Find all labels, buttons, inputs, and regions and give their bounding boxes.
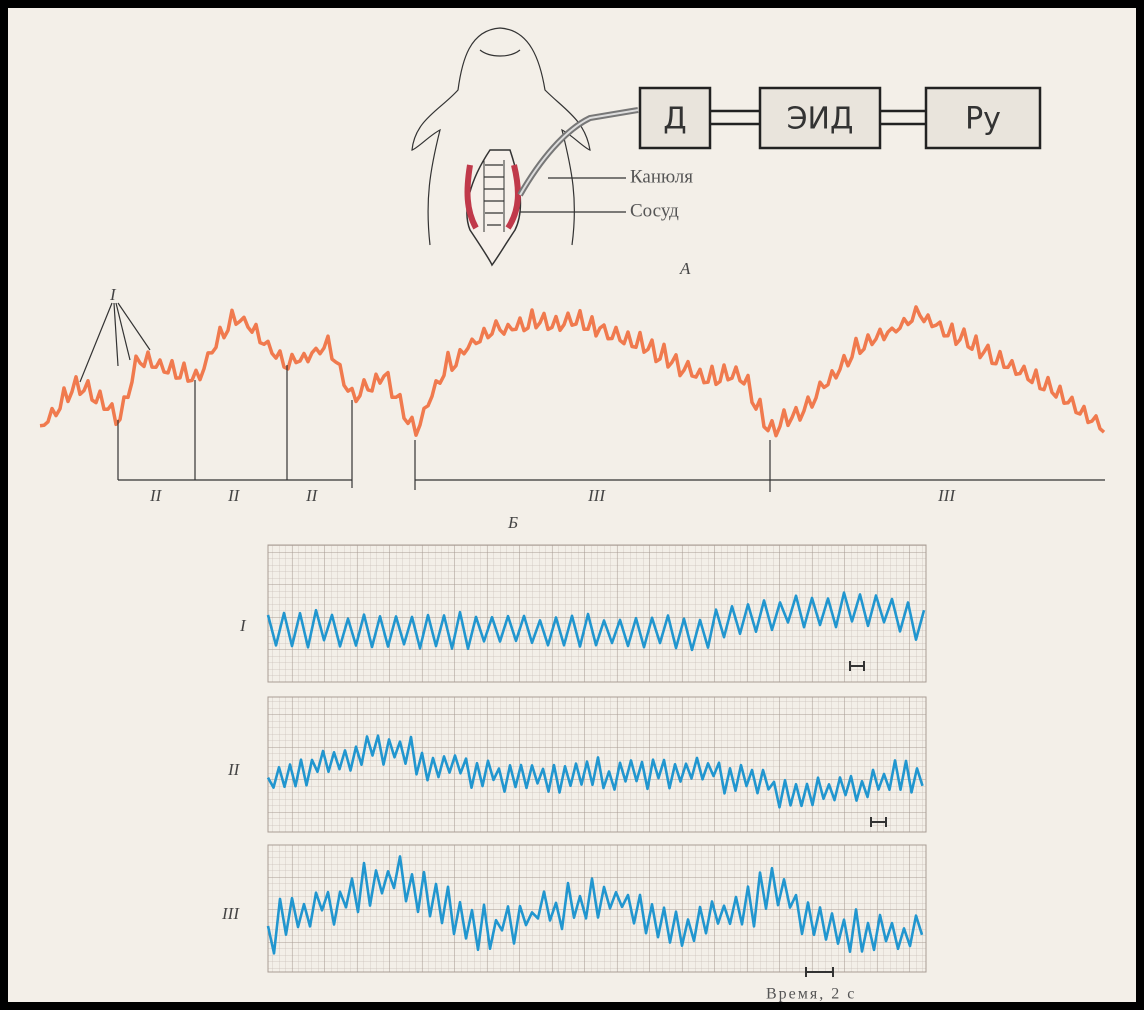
panel-caption: Б [507, 513, 518, 532]
trace-label: II [227, 760, 241, 779]
segment-label: II [149, 486, 163, 505]
panel-caption: А [679, 259, 691, 278]
segment-label: III [937, 486, 956, 505]
chart-strip [268, 545, 926, 682]
box-label: Ру [965, 102, 1001, 137]
segment-label: II [227, 486, 241, 505]
cannula-label: Канюля [630, 166, 693, 187]
box-label: Д [663, 102, 686, 137]
box-label: ЭИД [787, 102, 854, 137]
segment-label: II [305, 486, 319, 505]
trace-label: III [221, 904, 240, 923]
time-scale-label: Время, 2 с [766, 986, 856, 1003]
vessel-label: Сосуд [630, 200, 679, 221]
segment-label: III [587, 486, 606, 505]
figure: Д ЭИД Ру Канюля Сосуд А I II II II III I… [0, 0, 1144, 1010]
